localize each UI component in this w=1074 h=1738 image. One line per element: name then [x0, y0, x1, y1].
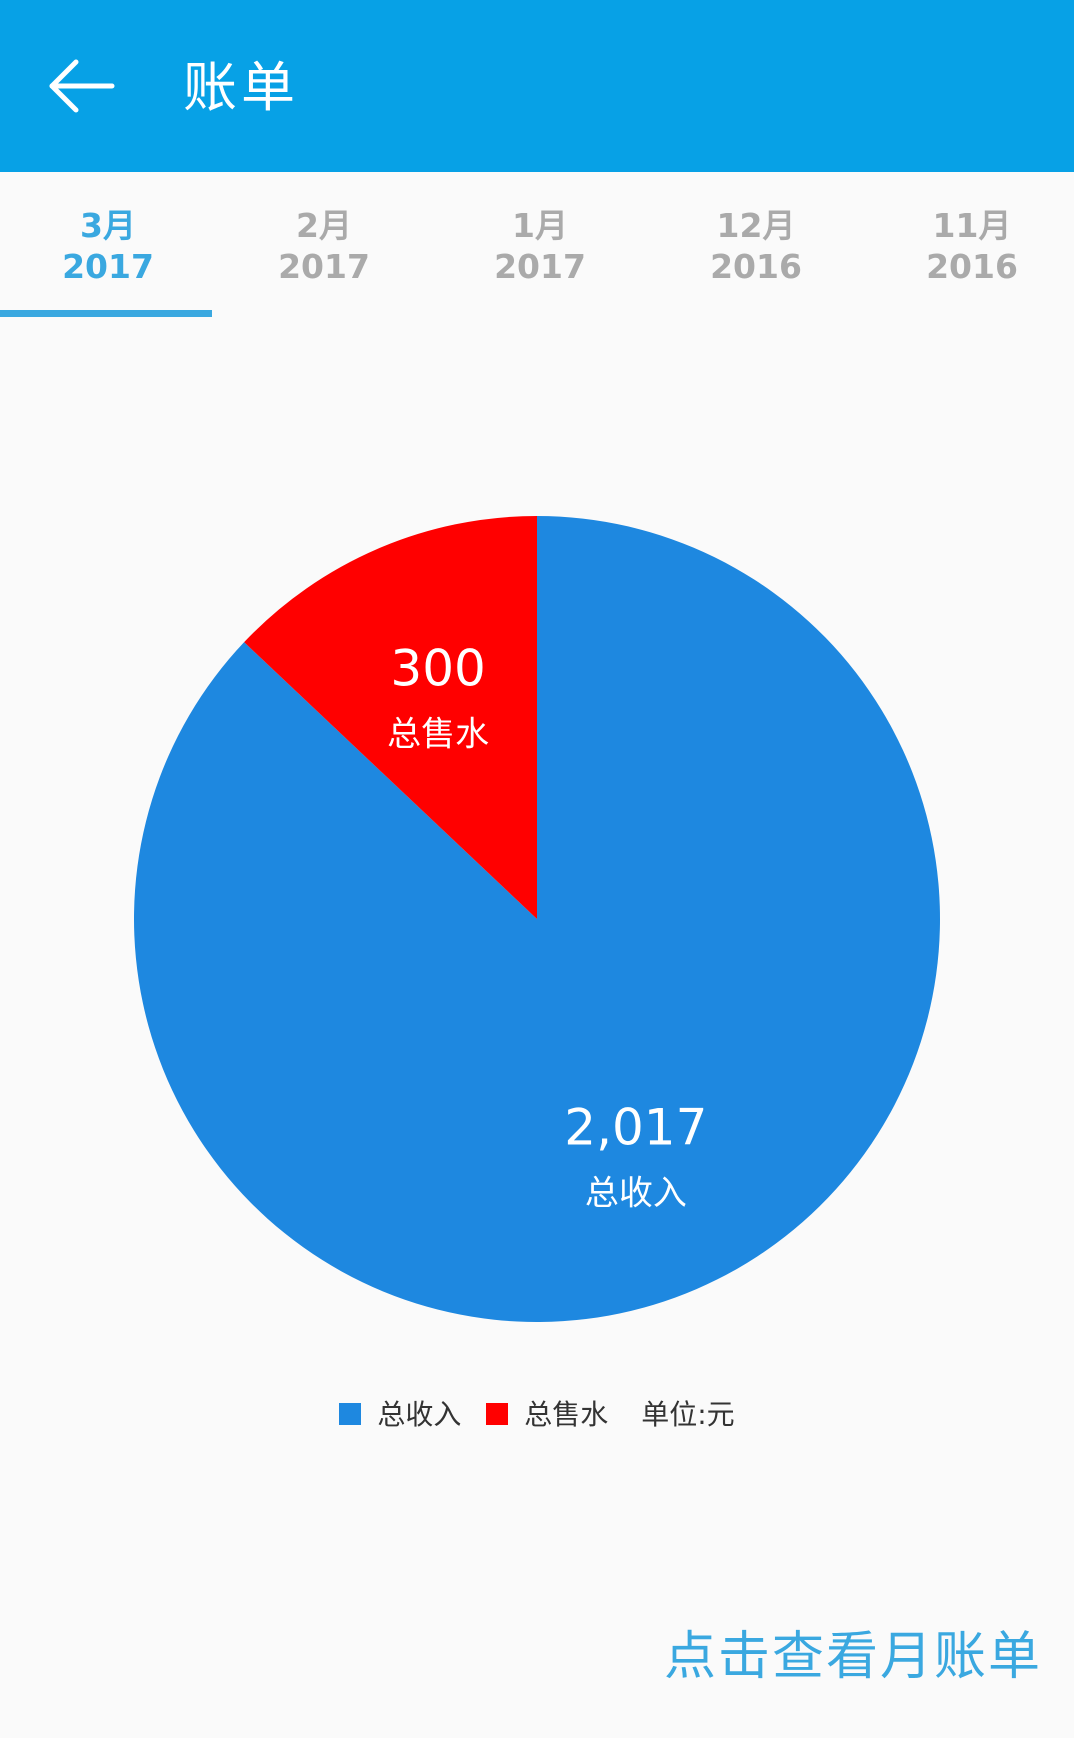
- pie-value-water-sales: 300: [390, 640, 485, 698]
- page-title: 账单: [183, 56, 299, 119]
- app-bar: 账单: [0, 0, 1074, 172]
- tab-month-label: 11月: [932, 206, 1012, 245]
- chart-legend: 总收入 总售水 单位:元: [0, 1393, 1074, 1437]
- tab-2017-01[interactable]: 1月 2017: [432, 172, 648, 317]
- pie-label-water-sales: 总售水: [387, 715, 489, 755]
- legend-item-water-sales: 总售水: [486, 1393, 608, 1437]
- tab-2016-12[interactable]: 12月 2016: [648, 172, 864, 317]
- tab-2017-03[interactable]: 3月 2017: [0, 172, 216, 317]
- tab-year-label: 2016: [926, 247, 1018, 286]
- pie-slice-income[interactable]: [134, 516, 941, 1322]
- tab-indicator: [0, 310, 212, 317]
- view-monthly-bill-link[interactable]: 点击查看月账单: [663, 1627, 1042, 1687]
- tab-month-label: 1月: [512, 206, 568, 245]
- pie-chart: 2,017 总收入 300 总售水: [134, 516, 941, 1322]
- tab-month-label: 2月: [296, 206, 352, 245]
- tab-year-label: 2016: [710, 247, 802, 286]
- legend-unit: 单位:元: [641, 1398, 735, 1431]
- month-tabs: 3月 2017 2月 2017 1月 2017 12月 2016 11月 201…: [0, 172, 1074, 317]
- pie-value-income: 2,017: [564, 1098, 707, 1156]
- pie-label-income: 总收入: [585, 1173, 687, 1213]
- pie-slice-water-sales[interactable]: [244, 516, 537, 919]
- arrow-left-icon[interactable]: [46, 56, 118, 116]
- legend-swatch-water-sales: [486, 1403, 509, 1425]
- legend-label-water-sales: 总售水: [524, 1398, 609, 1431]
- tab-2016-11[interactable]: 11月 2016: [864, 172, 1074, 317]
- tab-year-label: 2017: [494, 247, 586, 286]
- legend-item-income: 总收入: [339, 1393, 461, 1437]
- tab-month-label: 3月: [80, 206, 136, 245]
- tab-month-label: 12月: [716, 206, 796, 245]
- tab-2017-02[interactable]: 2月 2017: [216, 172, 432, 317]
- legend-swatch-income: [339, 1403, 362, 1425]
- tab-year-label: 2017: [62, 247, 154, 286]
- legend-label-income: 总收入: [377, 1398, 462, 1431]
- tab-year-label: 2017: [278, 247, 370, 286]
